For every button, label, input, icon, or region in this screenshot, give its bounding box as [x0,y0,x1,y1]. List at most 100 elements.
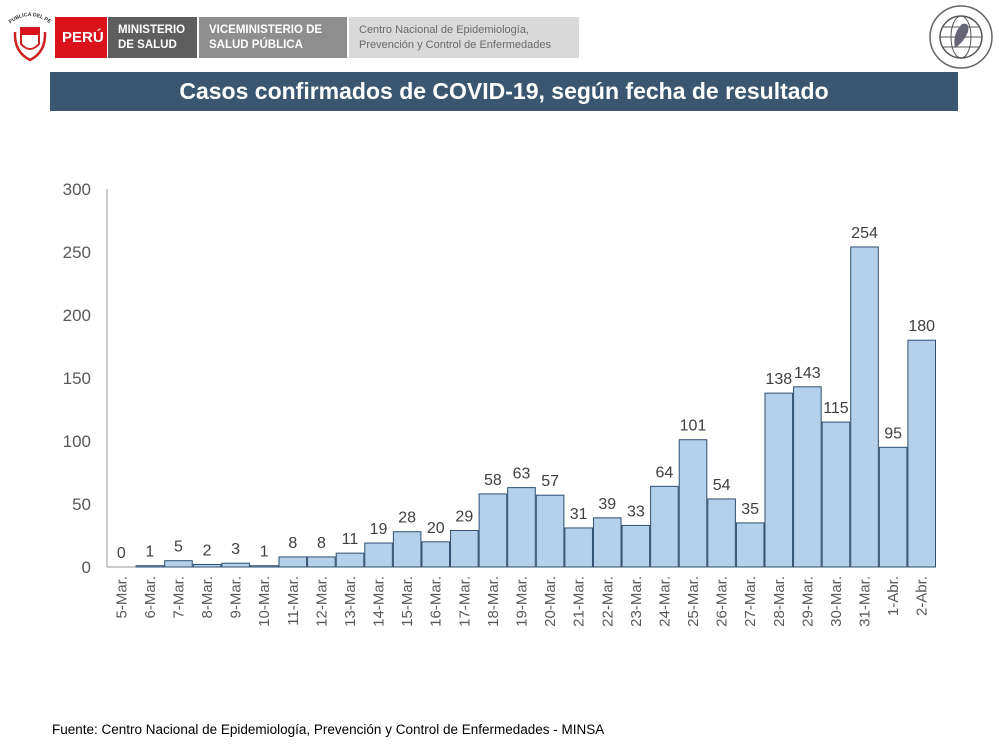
data-label: 19 [370,521,388,538]
data-label: 54 [713,477,731,494]
x-tick-label: 22-Mar. [599,576,616,627]
x-tick-label: 16-Mar. [428,576,445,627]
y-tick-label: 100 [63,432,91,451]
y-tick-label: 0 [82,558,91,577]
data-label: 58 [484,472,502,489]
bar [364,542,393,568]
y-tick-label: 250 [63,243,91,262]
bar [450,529,479,568]
x-tick-label: 23-Mar. [628,576,645,627]
y-tick-label: 300 [63,180,91,199]
bar [135,565,165,568]
x-tick-label: 13-Mar. [342,576,359,627]
vice-line-1: VICEMINISTERIO DE [209,23,323,36]
center-line-2: Prevención y Control de Enfermedades [359,38,551,51]
x-tick-label: 25-Mar. [685,576,702,627]
data-label: 180 [908,318,935,335]
x-tick-label: 19-Mar. [514,576,531,627]
peru-coat-of-arms-logo: REPUBLICA DEL PERU [8,10,52,62]
data-label: 1 [260,544,269,561]
data-label: 143 [794,365,821,382]
bar [164,560,193,568]
bar [878,446,908,568]
y-tick-label: 150 [63,369,91,388]
center-label: Centro Nacional de Epidemiología, Prevenc… [349,17,579,58]
vice-ministry-label: VICEMINISTERIO DE SALUD PÚBLICA [199,17,347,58]
data-label: 2 [203,542,212,559]
bar [192,563,222,568]
data-label: 31 [570,506,588,523]
data-label: 28 [398,510,416,527]
x-tick-label: 2-Abr. [914,576,931,616]
ministry-line-2: DE SALUD [118,38,177,51]
x-tick-label: 5-Mar. [113,576,130,619]
x-tick-label: 24-Mar. [656,576,673,627]
vice-line-2: SALUD PÚBLICA [209,38,303,51]
data-label: 3 [231,541,240,558]
chart-title: Casos confirmados de COVID-19, según fec… [50,72,958,111]
y-tick-label: 200 [63,306,91,325]
bar [678,439,708,568]
data-label: 29 [455,508,473,525]
x-tick-label: 18-Mar. [485,576,502,627]
x-tick-label: 9-Mar. [228,576,245,619]
data-label: 0 [117,545,126,562]
data-label: 1 [145,544,154,561]
bar [221,562,250,568]
x-tick-label: 7-Mar. [170,576,187,619]
bar [421,541,451,568]
x-tick-label: 21-Mar. [571,576,588,627]
center-line-1: Centro Nacional de Epidemiología, [359,23,529,36]
data-label: 5 [174,539,183,556]
data-label: 64 [656,464,674,481]
bar [793,386,822,568]
bar [735,522,765,568]
x-tick-label: 27-Mar. [742,576,759,627]
x-tick-label: 30-Mar. [828,576,845,627]
x-tick-label: 20-Mar. [542,576,559,627]
data-label: 57 [541,473,559,490]
x-tick-label: 14-Mar. [371,576,388,627]
x-tick-label: 8-Mar. [199,576,216,619]
x-tick-label: 6-Mar. [142,576,159,619]
data-label: 33 [627,503,645,520]
x-tick-label: 31-Mar. [857,576,874,627]
renace-globe-logo [929,5,993,69]
ministry-label: MINISTERIO DE SALUD [108,17,197,58]
data-label: 254 [851,225,878,242]
data-label: 20 [427,520,445,537]
data-label: 8 [288,535,297,552]
x-tick-label: 12-Mar. [313,576,330,627]
data-label: 11 [342,531,359,548]
bar [592,517,622,568]
source-note: Fuente: Centro Nacional de Epidemiología… [52,722,605,737]
bar [507,487,536,568]
bar [307,556,336,568]
data-label: 115 [823,400,849,417]
bar [764,392,794,568]
bar [621,524,651,568]
bar [335,552,365,568]
data-label: 63 [513,466,531,483]
bar [278,556,308,568]
x-tick-label: 17-Mar. [456,576,473,627]
data-label: 101 [680,418,707,435]
x-tick-label: 29-Mar. [799,576,816,627]
data-label: 95 [884,425,902,442]
y-tick-label: 50 [72,495,91,514]
bar [650,485,679,568]
bar [907,339,937,568]
x-tick-label: 28-Mar. [771,576,788,627]
bar [821,421,851,568]
peru-brand-label: PERÚ [55,17,107,58]
bar [478,493,508,568]
data-label: 138 [765,371,792,388]
bar [535,494,565,568]
bar [564,527,593,568]
x-tick-label: 1-Abr. [885,576,902,616]
bar [707,498,736,568]
ministry-line-1: MINISTERIO [118,23,186,36]
data-label: 35 [741,501,759,518]
x-tick-label: 26-Mar. [714,576,731,627]
